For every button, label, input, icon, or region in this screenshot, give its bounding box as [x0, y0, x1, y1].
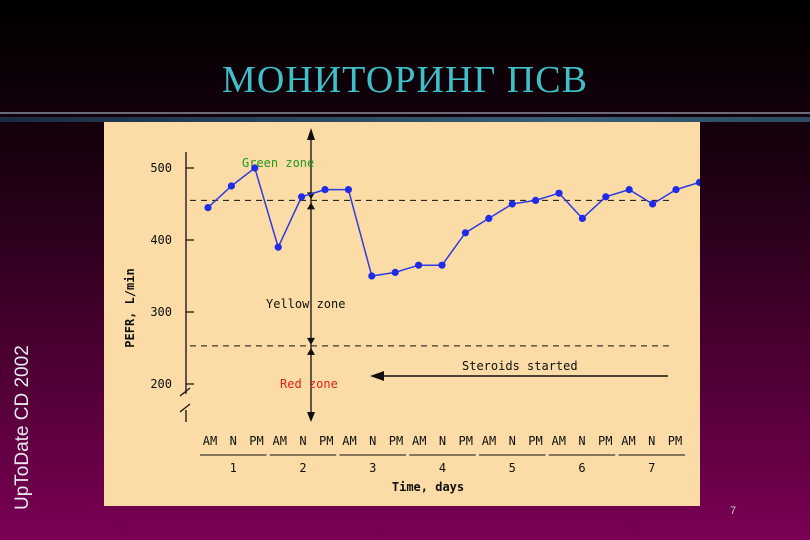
- day-label: 4: [439, 461, 446, 475]
- pefr-point: [321, 186, 329, 194]
- x-time-label: AM: [412, 434, 426, 448]
- side-source-label: UpToDate CD 2002: [12, 345, 33, 510]
- pefr-point: [649, 200, 657, 208]
- x-time-label: PM: [249, 434, 263, 448]
- pefr-point: [672, 186, 680, 194]
- arrow-head-top: [307, 128, 315, 140]
- arrow-head-bottom: [307, 412, 315, 422]
- day-label: 3: [369, 461, 376, 475]
- axis-break-mark: [179, 403, 191, 413]
- pefr-point: [461, 229, 469, 237]
- pefr-point: [274, 243, 282, 251]
- pefr-point: [555, 189, 563, 197]
- slide-title: МОНИТОРИНГ ПСВ: [222, 59, 588, 101]
- arrow-head-red-up: [307, 347, 315, 355]
- green-zone-label: Green zone: [242, 156, 314, 170]
- x-time-label: N: [299, 434, 306, 448]
- arrow-head-yellow-up: [307, 202, 315, 210]
- pefr-point: [532, 196, 540, 204]
- day-label: 6: [578, 461, 585, 475]
- x-time-label: PM: [319, 434, 333, 448]
- x-time-label: PM: [389, 434, 403, 448]
- pefr-point: [508, 200, 516, 208]
- x-time-label: AM: [552, 434, 566, 448]
- x-time-label: N: [648, 434, 655, 448]
- pefr-point: [204, 204, 212, 212]
- day-label: 2: [299, 461, 306, 475]
- pefr-point: [391, 268, 399, 276]
- pefr-point: [368, 272, 376, 280]
- y-tick-label: 500: [150, 161, 172, 175]
- x-time-label: N: [509, 434, 516, 448]
- x-time-label: PM: [598, 434, 612, 448]
- pefr-point: [227, 182, 235, 190]
- x-time-label: AM: [203, 434, 217, 448]
- pefr-point: [578, 214, 586, 222]
- x-time-label: N: [230, 434, 237, 448]
- x-axis-title: Time, days: [392, 480, 464, 494]
- x-time-label: AM: [482, 434, 496, 448]
- day-label: 7: [648, 461, 655, 475]
- steroids-annotation: Steroids started: [462, 359, 578, 373]
- pefr-point: [695, 178, 704, 186]
- x-time-label: N: [578, 434, 585, 448]
- pefr-point: [344, 186, 352, 194]
- x-time-label: PM: [528, 434, 542, 448]
- arrow-head-yellow-down: [307, 337, 315, 345]
- pefr-point: [485, 214, 493, 222]
- pefr-chart: 200 300 400 500 PEFR, L/min Green zone Yellow …: [123, 128, 704, 494]
- y-tick-label: 200: [150, 377, 172, 391]
- x-time-label: PM: [459, 434, 473, 448]
- page-number: 7: [730, 505, 737, 517]
- pefr-series-line: [207, 166, 700, 277]
- y-tick-label: 300: [150, 305, 172, 319]
- pefr-point: [438, 261, 446, 269]
- day-label: 1: [230, 461, 237, 475]
- chart-panel: 200 300 400 500 PEFR, L/min Green zone Yellow …: [104, 122, 704, 506]
- pefr-point: [298, 193, 306, 201]
- y-axis-title: PEFR, L/min: [123, 268, 137, 347]
- day-label: 5: [509, 461, 516, 475]
- pefr-point: [625, 186, 633, 194]
- pefr-point: [602, 193, 610, 201]
- axis-break-mark: [179, 387, 191, 397]
- x-time-label: N: [439, 434, 446, 448]
- x-time-label: AM: [273, 434, 287, 448]
- pefr-point: [251, 164, 259, 172]
- y-tick-label: 400: [150, 233, 172, 247]
- x-time-label: AM: [342, 434, 356, 448]
- yellow-zone-label: Yellow zone: [266, 297, 345, 311]
- x-time-label: PM: [668, 434, 682, 448]
- pefr-point: [415, 261, 423, 269]
- steroids-arrow-head: [370, 371, 384, 381]
- red-zone-label: Red zone: [280, 377, 338, 391]
- x-time-label: N: [369, 434, 376, 448]
- title-divider: [0, 112, 810, 114]
- title-bar: [0, 117, 810, 122]
- x-time-label: AM: [621, 434, 635, 448]
